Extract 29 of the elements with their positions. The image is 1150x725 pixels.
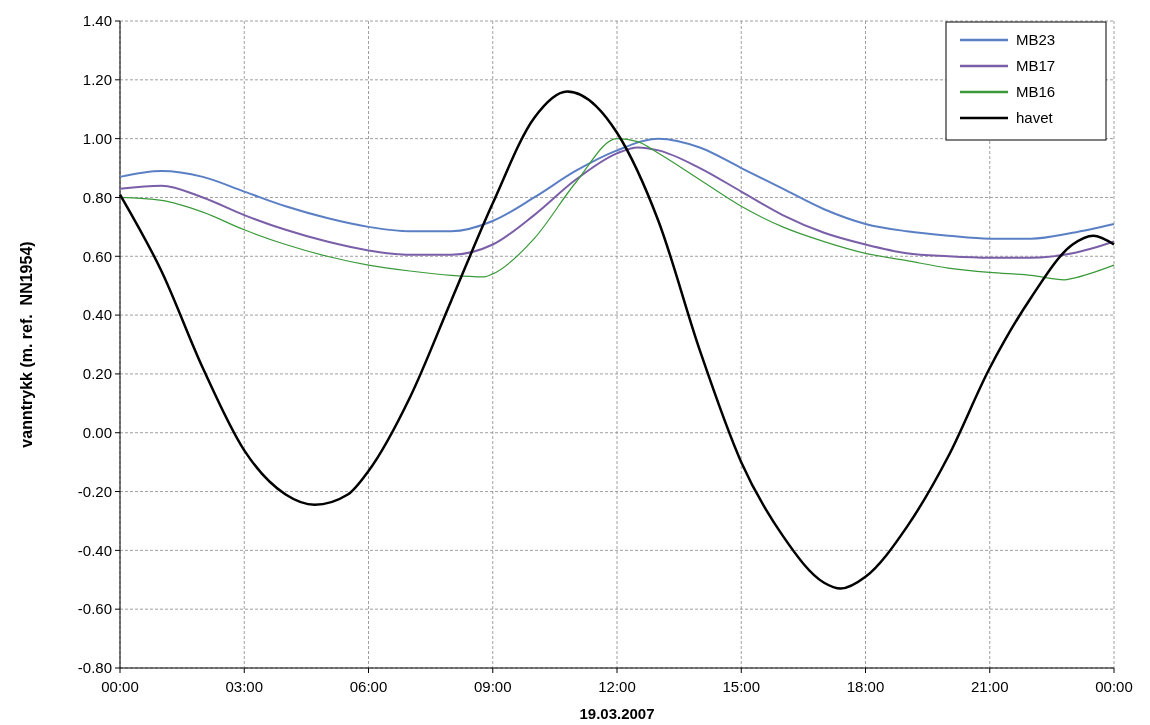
x-tick-label: 00:00 [1095,678,1133,695]
x-tick-label: 21:00 [970,678,1009,695]
legend-label: havet [1016,109,1054,127]
x-tick-label: 09:00 [473,678,512,695]
y-tick-label: 0.60 [82,247,112,265]
x-tick-label: 06:00 [349,678,388,695]
x-tick-label: 15:00 [722,678,761,695]
y-tick-label: -0.40 [77,541,112,559]
y-tick-label: 0.40 [82,306,112,324]
y-axis-title: vanntrykk (m. ref. NN1954) [18,241,35,448]
y-tick-label: 1.40 [82,12,112,30]
legend-label: MB17 [1016,57,1056,75]
y-tick-label: -0.80 [77,659,112,677]
x-tick-label: 12:00 [598,678,636,695]
x-axis-title: 19.03.2007 [579,705,655,722]
y-tick-label: -0.20 [77,482,112,500]
x-tick-label: 03:00 [225,678,264,695]
x-tick-label: 00:00 [101,678,139,695]
y-tick-label: 0.00 [82,423,112,441]
line-series [119,137,1115,240]
legend-label: MB23 [1016,31,1056,49]
legend-label: MB16 [1016,83,1056,101]
line-series [119,146,1115,259]
y-tick-label: 0.20 [82,365,112,383]
y-tick-label: 1.20 [82,71,112,89]
y-tick-label: 0.80 [82,188,112,206]
y-tick-label: -0.60 [77,600,112,618]
x-tick-label: 18:00 [846,678,885,695]
y-tick-label: 1.00 [82,129,112,147]
